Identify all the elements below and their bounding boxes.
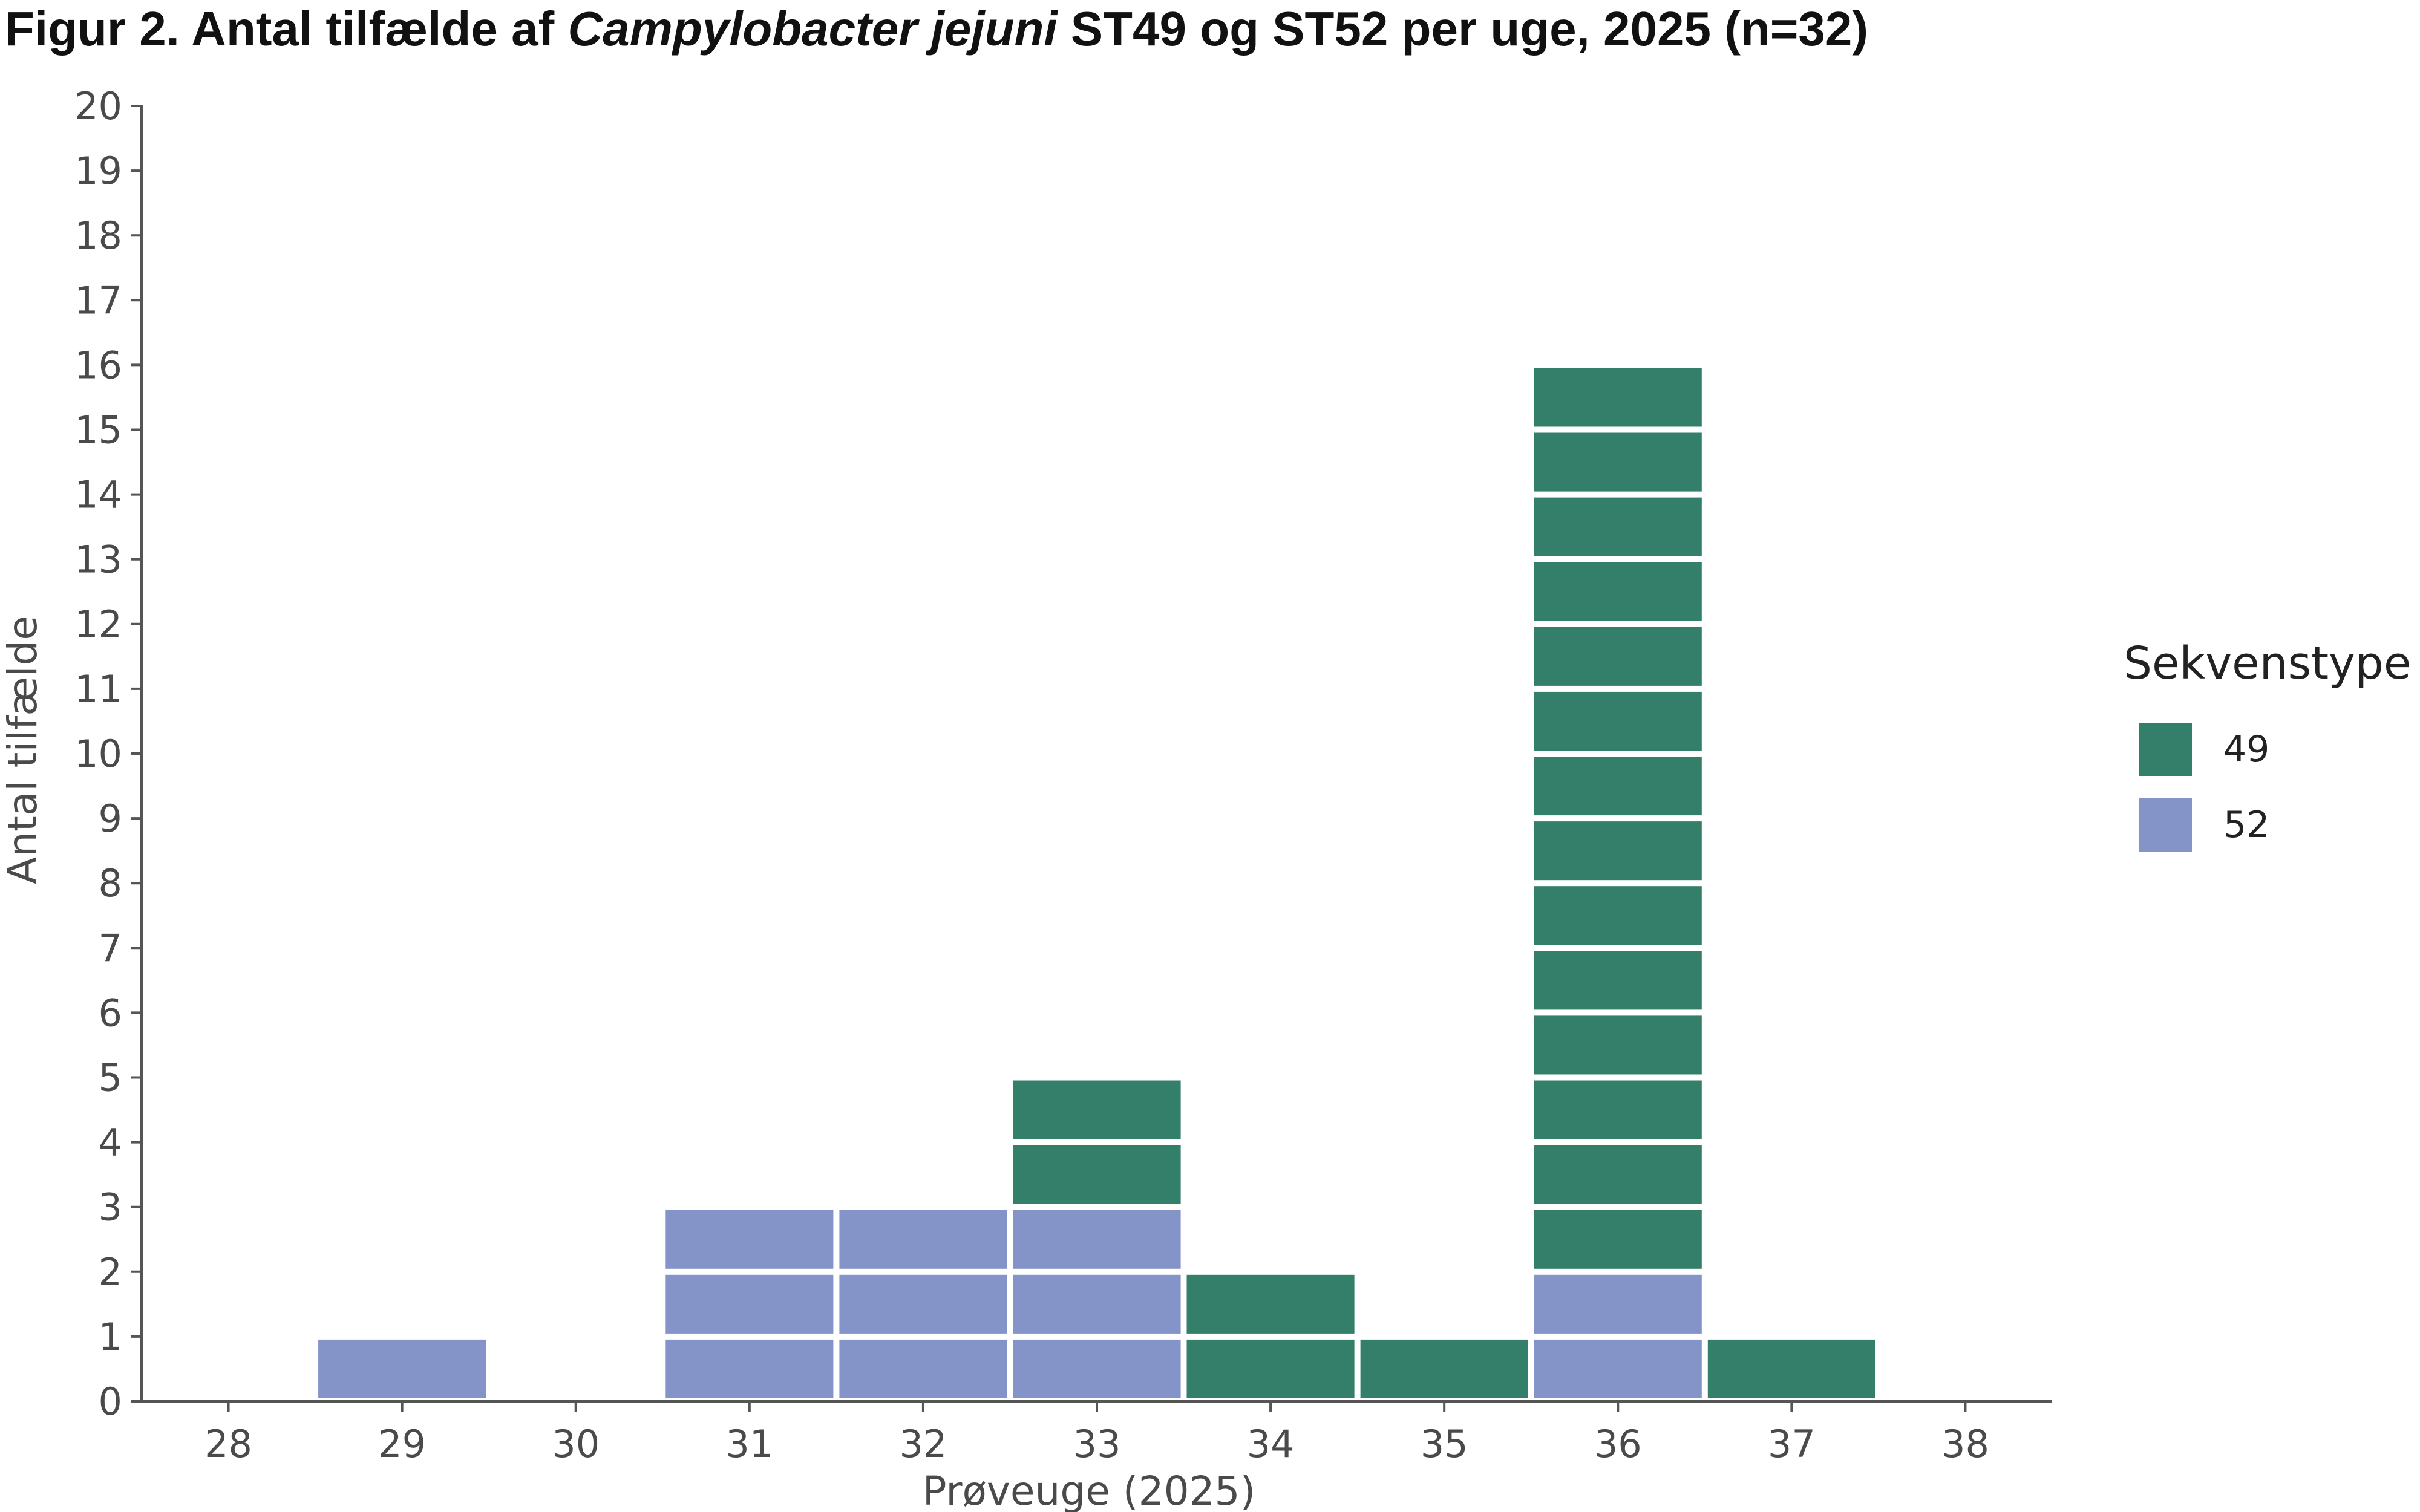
legend-title: Sekvenstype bbox=[2124, 637, 2411, 689]
x-tick-label-week-30: 30 bbox=[552, 1422, 600, 1466]
x-tick-label-week-35: 35 bbox=[1421, 1422, 1468, 1466]
y-tick-label: 12 bbox=[74, 602, 122, 647]
x-tick-label-week-33: 33 bbox=[1073, 1422, 1121, 1466]
bar-block-st49-week-36-13 bbox=[1534, 562, 1702, 621]
bar-block-st52-week-29-1 bbox=[318, 1339, 486, 1398]
x-tick-label-week-38: 38 bbox=[1941, 1422, 1989, 1466]
x-axis-title: Prøveuge (2025) bbox=[923, 1468, 1256, 1512]
bar-block-st52-week-32-2 bbox=[839, 1274, 1007, 1334]
y-tick-label: 7 bbox=[99, 926, 122, 970]
bar-block-st49-week-36-15 bbox=[1534, 432, 1702, 492]
bar-block-st49-week-36-8 bbox=[1534, 886, 1702, 945]
plot-area bbox=[318, 368, 1876, 1398]
bar-block-st49-week-36-5 bbox=[1534, 1080, 1702, 1139]
bar-block-st49-week-36-16 bbox=[1534, 368, 1702, 427]
bar-block-st49-week-35-1 bbox=[1360, 1339, 1528, 1398]
x-tick-label-week-32: 32 bbox=[899, 1422, 947, 1466]
y-tick-label: 5 bbox=[99, 1056, 122, 1100]
bar-block-st49-week-36-9 bbox=[1534, 821, 1702, 881]
y-tick-label: 6 bbox=[99, 991, 122, 1035]
y-tick-label: 17 bbox=[74, 278, 122, 322]
bar-block-st49-week-36-14 bbox=[1534, 497, 1702, 556]
y-tick-label: 2 bbox=[99, 1250, 122, 1294]
x-axis: 28 29 30 31 32 33 34 35 36 37 38 bbox=[142, 1400, 2052, 1466]
bar-block-st49-week-34-2 bbox=[1186, 1274, 1355, 1334]
bar-block-st49-week-36-4 bbox=[1534, 1145, 1702, 1204]
y-tick-label: 20 bbox=[74, 84, 122, 128]
y-tick-label: 1 bbox=[99, 1315, 122, 1359]
bar-block-st49-week-33-5 bbox=[1013, 1080, 1181, 1139]
y-tick-label: 16 bbox=[74, 343, 122, 387]
bar-block-st49-week-33-4 bbox=[1013, 1145, 1181, 1204]
y-tick-label: 19 bbox=[74, 149, 122, 193]
y-tick-label: 11 bbox=[74, 667, 122, 711]
bar-block-st49-week-36-11 bbox=[1534, 691, 1702, 751]
bar-block-st52-week-36-1 bbox=[1534, 1339, 1702, 1398]
bar-block-st52-week-31-2 bbox=[666, 1274, 834, 1334]
y-tick-label: 9 bbox=[99, 797, 122, 841]
y-tick-label: 0 bbox=[99, 1380, 122, 1424]
legend-swatch-52 bbox=[2139, 798, 2192, 852]
y-tick-label: 15 bbox=[74, 408, 122, 452]
bar-block-st49-week-36-6 bbox=[1534, 1015, 1702, 1075]
y-tick-label: 14 bbox=[74, 473, 122, 517]
bar-block-st49-week-36-3 bbox=[1534, 1210, 1702, 1269]
x-tick-label-week-31: 31 bbox=[725, 1422, 773, 1466]
chart-title: Figur 2. Antal tilfælde af Campylobacter… bbox=[5, 1, 1868, 57]
y-tick-label: 3 bbox=[99, 1185, 122, 1230]
x-tick-label-week-29: 29 bbox=[378, 1422, 426, 1466]
y-tick-label: 13 bbox=[74, 538, 122, 582]
bar-block-st52-week-33-2 bbox=[1013, 1274, 1181, 1334]
x-tick-label-week-37: 37 bbox=[1768, 1422, 1816, 1466]
bar-block-st52-week-32-1 bbox=[839, 1339, 1007, 1398]
y-tick-label: 18 bbox=[74, 213, 122, 258]
chart-title-species: Campylobacter jejuni bbox=[567, 2, 1058, 56]
bar-block-st49-week-34-1 bbox=[1186, 1339, 1355, 1398]
y-tick-label: 8 bbox=[99, 861, 122, 905]
x-tick-label-week-28: 28 bbox=[204, 1422, 252, 1466]
legend-label-52: 52 bbox=[2223, 804, 2269, 846]
y-tick-label: 4 bbox=[99, 1121, 122, 1165]
bar-block-st52-week-31-3 bbox=[666, 1210, 834, 1269]
legend: Sekvenstype 49 52 bbox=[2124, 637, 2411, 852]
bar-block-st52-week-33-3 bbox=[1013, 1210, 1181, 1269]
legend-swatch-49 bbox=[2139, 723, 2192, 776]
x-tick-label-week-36: 36 bbox=[1594, 1422, 1642, 1466]
bar-block-st49-week-36-7 bbox=[1534, 951, 1702, 1010]
bar-block-st49-week-37-1 bbox=[1707, 1339, 1876, 1398]
chart-title-suffix: ST49 og ST52 per uge, 2025 (n=32) bbox=[1057, 2, 1869, 56]
y-axis-title: Antal tilfælde bbox=[0, 616, 46, 884]
bar-block-st49-week-36-12 bbox=[1534, 627, 1702, 686]
bar-block-st52-week-36-2 bbox=[1534, 1274, 1702, 1334]
bar-block-st52-week-32-3 bbox=[839, 1210, 1007, 1269]
x-tick-label-week-34: 34 bbox=[1247, 1422, 1295, 1466]
bar-block-st49-week-36-10 bbox=[1534, 757, 1702, 816]
chart-title-prefix: Figur 2. Antal tilfælde af bbox=[5, 2, 568, 56]
bar-block-st52-week-33-1 bbox=[1013, 1339, 1181, 1398]
bar-block-st52-week-31-1 bbox=[666, 1339, 834, 1398]
legend-label-49: 49 bbox=[2223, 728, 2269, 771]
y-tick-label: 10 bbox=[74, 732, 122, 776]
